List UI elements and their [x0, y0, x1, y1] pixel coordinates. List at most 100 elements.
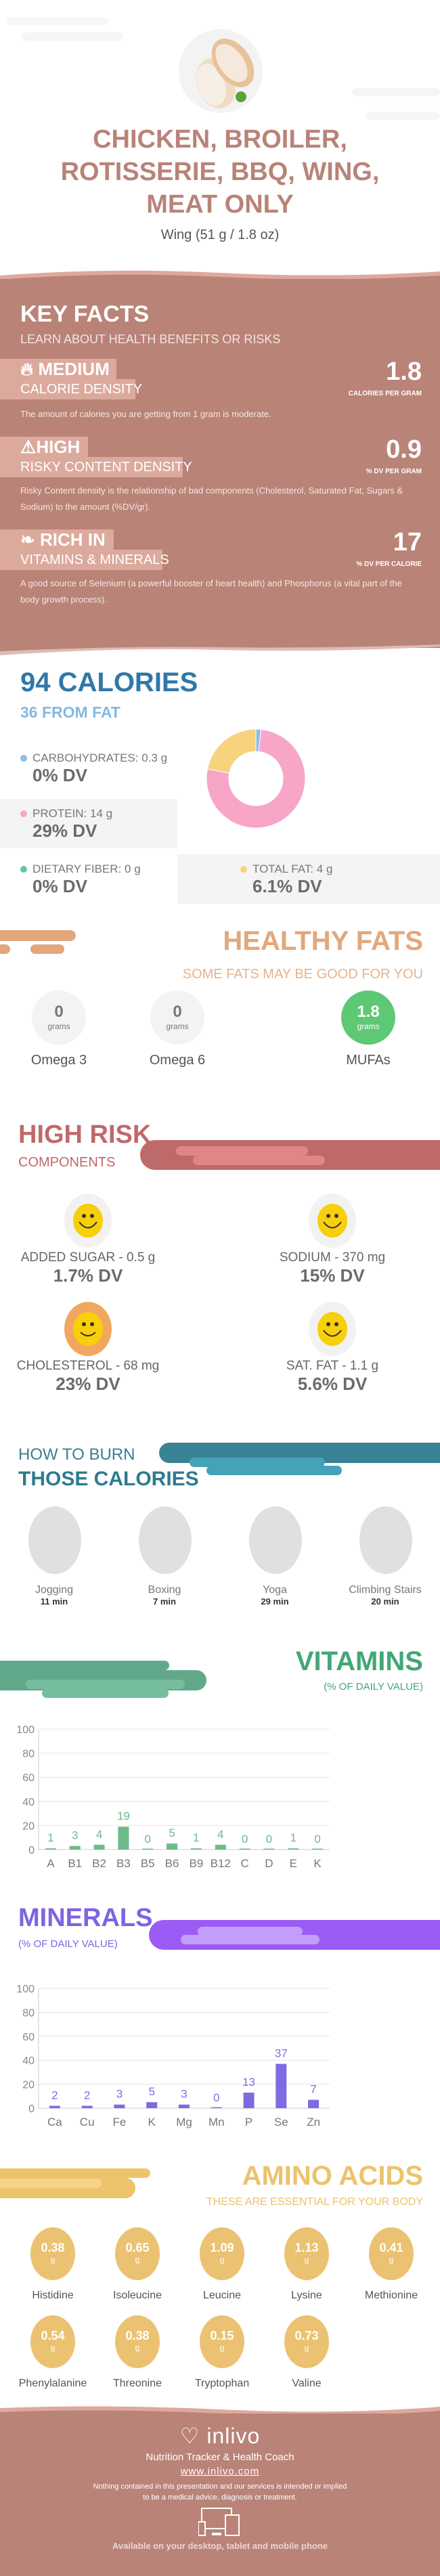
healthy-fats-title: HEALTHY FATS: [223, 926, 423, 956]
amino-unit: g: [304, 2255, 309, 2265]
exercise-time: 20 min: [371, 1596, 399, 1607]
vitamins-bar-chart: 100 80 60 40 20 0 1 A 3 B1 4 B2 19 B3 0 B5 5 B6 1 B9 4 B12 0 C 0…: [16, 1724, 330, 1870]
risk-name: ADDED SUGAR - 0.5 g: [20, 1250, 156, 1265]
risk-dv: 23% DV: [56, 1374, 120, 1394]
decor-cloud: [366, 112, 440, 120]
amino-name: Methionine: [364, 2290, 418, 2301]
y-tick-label: 0: [28, 1845, 35, 1856]
x-tick-label: Cu: [80, 2116, 95, 2129]
website-link[interactable]: www.inlivo.com: [180, 2466, 260, 2477]
decor-cloud: [352, 88, 440, 96]
macro-name: DIETARY FIBER: 0 g: [32, 863, 141, 875]
jogging-icon: [28, 1506, 81, 1574]
smiley-icon: [309, 1194, 356, 1248]
x-tick-label: B9: [190, 1857, 204, 1870]
fact-value: 17: [393, 528, 422, 556]
flame-icon: 🔥︎: [20, 359, 34, 379]
amino-subtitle: THESE ARE ESSENTIAL FOR YOUR BODY: [206, 2196, 423, 2208]
minerals-title: MINERALS: [18, 1904, 153, 1932]
fat-unit: grams: [166, 1022, 189, 1031]
decor-bar: [198, 1927, 303, 1936]
bar-value-label: 1: [193, 1831, 199, 1844]
exercise-stairs: Climbing Stairs 20 min: [331, 1584, 439, 1607]
macro-name: PROTEIN: 14 g: [32, 807, 113, 820]
amino-name: Tryptophan: [194, 2378, 250, 2389]
bar: [312, 1848, 324, 1850]
food-image: [179, 29, 263, 113]
amino-name: Phenylalanine: [18, 2378, 87, 2389]
legend-dot: [240, 866, 247, 873]
decor-bar: [181, 1935, 320, 1944]
calories-title: 94 CALORIES: [20, 668, 198, 697]
vitamins-title: VITAMINS: [295, 1646, 423, 1676]
y-tick-label: 40: [22, 1797, 35, 1808]
amino-name: Histidine: [32, 2290, 74, 2301]
bar-value-label: 0: [242, 1833, 248, 1846]
bar: [146, 2102, 158, 2108]
fact-label: CALORIE DENSITY: [0, 379, 142, 399]
smiley-icon: [64, 1302, 112, 1356]
title-line: CHICKEN, BROILER,: [93, 125, 347, 154]
risk-item: SODIUM - 370 mg 15% DV: [231, 1250, 434, 1286]
risk-dv: 1.7% DV: [53, 1265, 123, 1286]
amino-unit: g: [135, 2255, 140, 2265]
exercise-name: Jogging: [35, 1584, 74, 1596]
calories-from-fat: 36 FROM FAT: [20, 703, 120, 721]
macro-dv: 0% DV: [32, 765, 87, 785]
decor-bar: [0, 930, 76, 941]
risk-dv: 5.6% DV: [297, 1374, 368, 1394]
fact-unit: % DV PER CALORIE: [356, 561, 422, 568]
amino-badge: 0.54 g: [30, 2315, 75, 2368]
y-tick-label: 80: [22, 2007, 35, 2019]
bar: [81, 2105, 93, 2108]
y-tick-label: 80: [22, 1749, 35, 1760]
risk-item: ADDED SUGAR - 0.5 g 1.7% DV: [0, 1250, 190, 1286]
amino-value: 0.38: [125, 2329, 150, 2342]
yoga-icon: [249, 1506, 302, 1574]
bar-value-label: 7: [310, 2083, 316, 2096]
bar: [243, 2092, 255, 2108]
risk-item: CHOLESTEROL - 68 mg 23% DV: [0, 1359, 190, 1395]
x-tick-label: Mn: [208, 2116, 225, 2129]
bar: [190, 1848, 202, 1850]
minerals-bar-chart: 100 80 60 40 20 0 2 Ca 2 Cu 3 Fe 5 K 3 Mg 0 Mn 13 P 37 Se 7 Zn: [16, 1984, 330, 2129]
smiley-icon: [64, 1194, 112, 1248]
macro-name: TOTAL FAT: 4 g: [252, 863, 333, 875]
bar-value-label: 0: [213, 2091, 219, 2104]
fat-unit: grams: [357, 1022, 380, 1031]
fact-label: RISKY CONTENT DENSITY: [0, 457, 192, 477]
exercise-boxing: Boxing 7 min: [110, 1584, 219, 1607]
amino-unit: g: [219, 2343, 225, 2353]
bar: [308, 2099, 320, 2108]
y-tick-label: 100: [16, 1724, 35, 1736]
macro-donut-chart: [206, 728, 306, 829]
section-title: KEY FACTS: [20, 301, 150, 327]
fact-value: 0.9: [386, 435, 422, 464]
bar-value-label: 5: [169, 1827, 175, 1839]
fact-description: The amount of calories you are getting f…: [20, 409, 271, 419]
macro-dv: 0% DV: [32, 876, 87, 896]
bar-value-label: 5: [148, 2085, 154, 2098]
tagline: Nutrition Tracker & Health Coach: [146, 2451, 294, 2463]
fact-description: Risky Content density is the relationshi…: [20, 485, 403, 512]
bar: [215, 1844, 226, 1850]
bar-value-label: 19: [117, 1810, 130, 1822]
serving-size: Wing (51 g / 1.8 oz): [160, 227, 280, 242]
footer: ♡ inlivo Nutrition Tracker & Health Coac…: [0, 2414, 440, 2576]
bar: [142, 1848, 154, 1850]
y-tick-label: 40: [22, 2055, 35, 2067]
amino-value: 0.41: [379, 2241, 403, 2254]
fat-name: Omega 3: [30, 1053, 87, 1068]
decor-bar: [30, 944, 64, 954]
warning-icon: ⚠︎: [20, 437, 37, 457]
y-tick-label: 0: [28, 2103, 35, 2115]
y-tick-label: 20: [22, 2080, 35, 2091]
fact-unit: % DV PER GRAM: [366, 468, 422, 475]
decor-bar: [193, 1156, 325, 1165]
exercise-name: Climbing Stairs: [349, 1584, 422, 1596]
amino-badge: 1.13 g: [284, 2227, 329, 2280]
decor-cloud: [7, 17, 108, 25]
x-tick-label: Fe: [113, 2116, 127, 2129]
amino-item: 0.15 g Tryptophan: [181, 2315, 263, 2390]
amino-name: Isoleucine: [112, 2290, 162, 2301]
